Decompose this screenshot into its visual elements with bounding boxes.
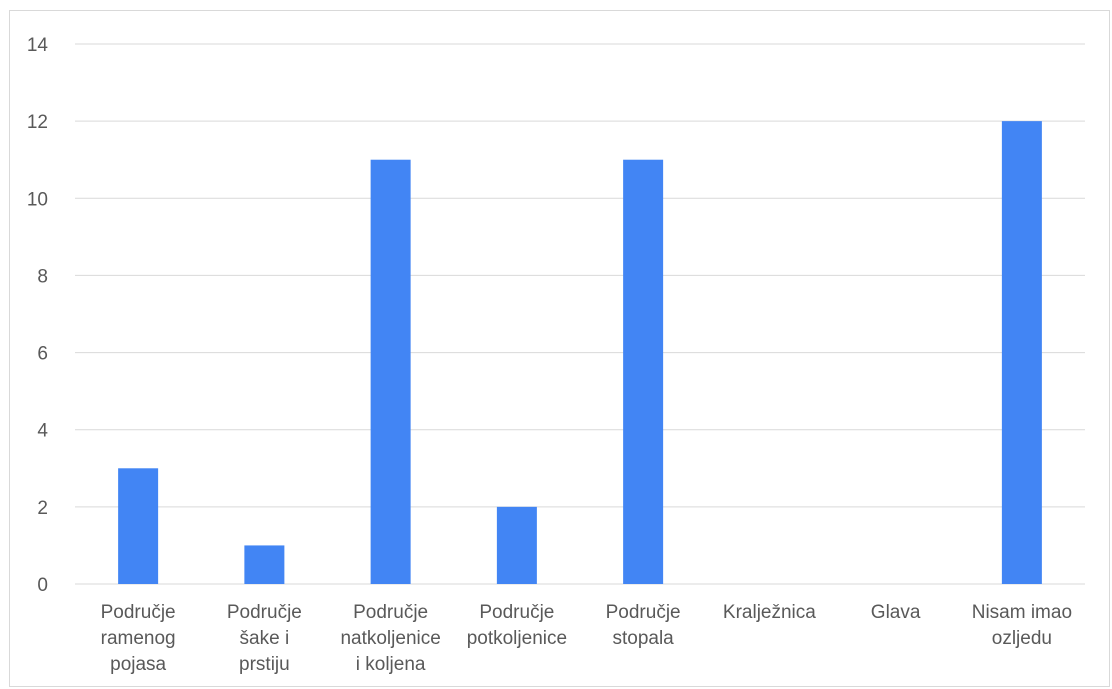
x-category-label: Područje natkoljenice i koljena bbox=[340, 602, 440, 675]
x-category-label-line: šake i bbox=[240, 628, 290, 649]
x-category-label-line: potkoljenice bbox=[467, 628, 567, 649]
x-category-label-line: Kralježnica bbox=[723, 602, 816, 623]
x-category-label: Područje stopala bbox=[606, 602, 681, 649]
x-category-label-line: pojasa bbox=[110, 654, 166, 675]
x-category-label-line: Područje bbox=[227, 602, 302, 623]
x-category-label: Glava bbox=[871, 602, 921, 623]
x-category-label: Nisam imao ozljedu bbox=[972, 602, 1072, 649]
bar bbox=[496, 506, 537, 584]
x-category-label: Područje šake i prstiju bbox=[227, 602, 302, 675]
y-tick-label: 4 bbox=[37, 421, 48, 442]
y-tick-label: 0 bbox=[37, 575, 48, 596]
gridlines bbox=[75, 43, 1085, 585]
x-category-label-line: ozljedu bbox=[992, 628, 1052, 649]
x-category-label-line: Područje bbox=[101, 602, 176, 623]
x-category-label-line: Područje bbox=[353, 602, 428, 623]
x-category-label-line: Područje bbox=[606, 602, 681, 623]
x-category-label-line: Glava bbox=[871, 602, 921, 623]
y-tick-label: 2 bbox=[37, 498, 48, 519]
x-category-label: Kralježnica bbox=[723, 602, 816, 623]
bar bbox=[1001, 121, 1042, 585]
x-category-label-line: stopala bbox=[612, 628, 674, 649]
bar bbox=[118, 468, 159, 584]
x-category-label-line: i koljena bbox=[356, 654, 426, 675]
y-tick-label: 8 bbox=[37, 266, 48, 287]
x-category-label: Područje potkoljenice bbox=[467, 602, 567, 649]
x-category-label-line: Područje bbox=[479, 602, 554, 623]
y-tick-label: 10 bbox=[27, 189, 48, 210]
x-category-label-line: natkoljenice bbox=[340, 628, 440, 649]
x-category-label-line: Nisam imao bbox=[972, 602, 1072, 623]
x-axis-labels: Područje ramenog pojasa Područje šake i prsti… bbox=[101, 602, 1072, 675]
bars bbox=[118, 121, 1042, 585]
chart-frame bbox=[9, 10, 1110, 687]
y-tick-label: 12 bbox=[27, 112, 48, 133]
bar bbox=[623, 159, 664, 584]
y-tick-label: 14 bbox=[27, 35, 49, 56]
y-tick-label: 6 bbox=[37, 344, 48, 365]
x-category-label-line: ramenog bbox=[101, 628, 176, 649]
x-category-label: Područje ramenog pojasa bbox=[101, 602, 176, 675]
bar bbox=[370, 159, 411, 584]
bar bbox=[244, 545, 285, 584]
x-category-label-line: prstiju bbox=[239, 654, 290, 675]
y-axis-ticks: 0 2 4 6 8 10 12 14 bbox=[27, 35, 49, 596]
